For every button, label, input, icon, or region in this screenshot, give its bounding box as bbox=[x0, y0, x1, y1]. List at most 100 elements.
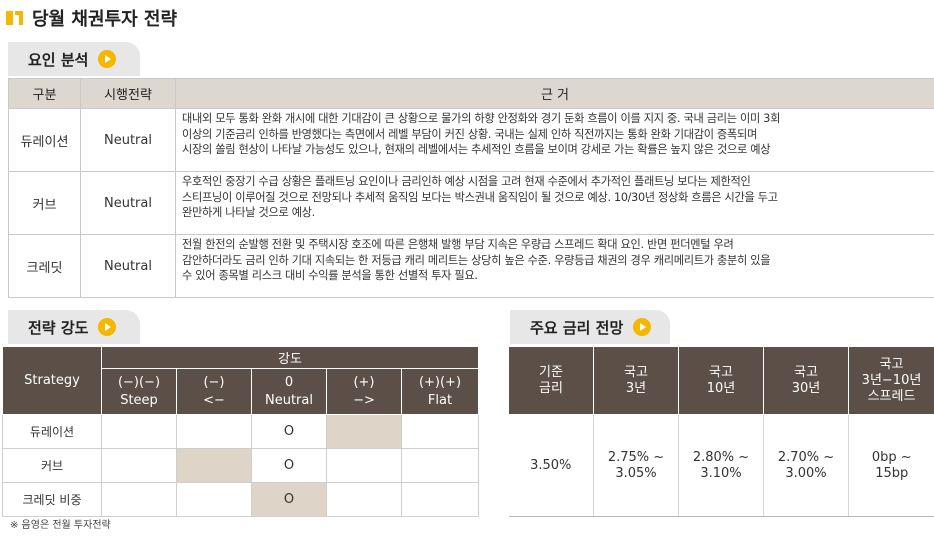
rate-value-line: 3.10% bbox=[700, 465, 742, 481]
col-bottom: −> bbox=[353, 392, 375, 408]
strategy-cell: O bbox=[251, 448, 327, 483]
col-bottom: Flat bbox=[427, 392, 453, 408]
col-top: (−) bbox=[203, 374, 225, 390]
strategy-cell bbox=[401, 448, 479, 483]
intensity-col-header: (−)(−) Steep bbox=[101, 368, 177, 415]
rate-value-base: 3.50% bbox=[508, 414, 594, 517]
reason-text-line: 완만하게 나타날 것으로 예상. bbox=[182, 206, 315, 219]
play-icon bbox=[98, 50, 117, 68]
rate-header-ktb30y: 국고 30년 bbox=[763, 346, 849, 415]
reason-section-tab: 요인 분석 bbox=[8, 42, 140, 76]
rate-header-line: 국고 bbox=[879, 356, 904, 372]
reason-header-row: 구분 시행전략 근 거 bbox=[8, 78, 934, 109]
reason-category: 듀레이션 bbox=[8, 108, 81, 172]
rate-value-line: 3.00% bbox=[785, 465, 827, 481]
rate-value-ktb3y: 2.75% ~3.05% bbox=[593, 414, 679, 517]
strategy-section-tab: 전략 강도 bbox=[8, 310, 140, 344]
strategy-cell bbox=[326, 414, 402, 449]
strategy-subheader-row: (−)(−) Steep (−) <− 0 Neutral (+) −> (+)(+) F… bbox=[3, 368, 479, 415]
rates-section-tab: 주요 금리 전망 bbox=[510, 310, 670, 344]
header-strategy: 시행전략 bbox=[80, 78, 176, 109]
reason-view: Neutral bbox=[80, 234, 176, 298]
rate-value-line: 0bp ~ bbox=[871, 449, 912, 465]
strategy-cell bbox=[176, 448, 252, 483]
page-title: 당월 채권투자 전략 bbox=[32, 9, 178, 30]
rates-tab-label: 주요 금리 전망 bbox=[530, 318, 624, 337]
header-intensity: 강도 bbox=[101, 346, 479, 369]
strategy-row: 듀레이션 O bbox=[2, 414, 479, 449]
reason-tab-label: 요인 분석 bbox=[28, 50, 89, 69]
reason-row-credit: 크레딧 Neutral 전월 한전의 순발행 전환 및 주택시장 호조에 따른 … bbox=[8, 234, 934, 298]
reason-view: Neutral bbox=[80, 171, 176, 235]
rate-header-line: 국고 bbox=[709, 364, 733, 380]
strategy-cell bbox=[101, 448, 177, 483]
rate-value-ktb10y: 2.80% ~3.10% bbox=[678, 414, 764, 517]
strategy-cell bbox=[101, 414, 177, 449]
strategy-header-row: Strategy 강도 bbox=[2, 346, 479, 415]
col-top: 0 bbox=[284, 374, 294, 390]
strategy-row-label: 듀레이션 bbox=[2, 414, 102, 449]
page-title-bar: 당월 채권투자 전략 bbox=[6, 4, 177, 32]
play-icon bbox=[633, 318, 652, 336]
rate-header-line: 스프레드 bbox=[867, 388, 916, 404]
rate-header-line: 30년 bbox=[791, 380, 821, 396]
rate-header-base: 기준 금리 bbox=[508, 346, 594, 415]
reason-row-duration: 듀레이션 Neutral 대내외 모두 통화 완화 개시에 대한 기대감이 큰 … bbox=[8, 108, 934, 172]
strategy-tab-label: 전략 강도 bbox=[28, 318, 89, 337]
rate-value-ktb30y: 2.70% ~3.00% bbox=[763, 414, 849, 517]
rate-header-line: 10년 bbox=[706, 380, 736, 396]
reason-category: 크레딧 bbox=[8, 234, 81, 298]
rate-value-line: 15bp bbox=[875, 465, 909, 481]
rate-header-ktb3y: 국고 3년 bbox=[593, 346, 679, 415]
rate-header-line: 기준 bbox=[539, 364, 563, 380]
strategy-table: Strategy 강도 (−)(−) Steep (−) <− 0 Neutral (… bbox=[2, 346, 479, 517]
strategy-cell bbox=[176, 482, 252, 517]
reason-text: 전월 한전의 순발행 전환 및 주택시장 호조에 따른 은행채 발행 부담 지속… bbox=[175, 234, 934, 298]
rates-table: 기준 금리 국고 3년 국고 10년 국고 30년 국고 3년−10년 스프레드 3.50%… bbox=[508, 346, 934, 517]
reason-text-line: 시장의 쏠림 현상이 나타날 가능성도 있으나, 현재의 레벨에서는 추세적인 … bbox=[182, 143, 771, 156]
reason-text-line: 이상의 기준금리 인하를 반영했다는 측면에서 레벨 부담이 커진 상황. 국내… bbox=[182, 127, 757, 141]
header-category: 구분 bbox=[8, 78, 81, 109]
col-bottom: Steep bbox=[120, 392, 158, 408]
rate-header-line: 금리 bbox=[539, 380, 563, 396]
reason-view: Neutral bbox=[80, 108, 176, 172]
title-logo-icon bbox=[6, 9, 24, 27]
col-top: (+)(+) bbox=[418, 374, 462, 390]
rate-value-line: 2.75% ~ bbox=[607, 449, 665, 465]
rate-header-line: 국고 bbox=[624, 364, 648, 380]
rate-value-line: 2.80% ~ bbox=[692, 449, 750, 465]
rate-value-line: 3.05% bbox=[615, 465, 657, 481]
intensity-col-header: (−) <− bbox=[176, 368, 252, 415]
rate-header-line: 3년−10년 bbox=[861, 372, 922, 388]
strategy-row: 커브 O bbox=[2, 448, 479, 483]
col-top: (−)(−) bbox=[117, 374, 161, 390]
rate-value-line: 2.70% ~ bbox=[777, 449, 835, 465]
strategy-cell bbox=[401, 414, 479, 449]
intensity-col-header: (+)(+) Flat bbox=[401, 368, 479, 415]
reason-text-line: 우호적인 중장기 수급 상황은 플래트닝 요인이나 금리인하 예상 시점을 고려… bbox=[182, 175, 751, 188]
strategy-cell bbox=[401, 482, 479, 517]
rate-value-line: 3.50% bbox=[530, 457, 572, 473]
rate-header-ktb10y: 국고 10년 bbox=[678, 346, 764, 415]
reason-text-line: 수 있어 종목별 리스크 대비 수익률 분석을 통한 선별적 투자 필요. bbox=[182, 269, 478, 282]
col-bottom: Neutral bbox=[265, 392, 313, 408]
strategy-row-label: 크레딧 비중 bbox=[2, 482, 102, 517]
reason-text: 대내외 모두 통화 완화 개시에 대한 기대감이 큰 상황으로 물가의 하향 안… bbox=[175, 108, 934, 172]
reason-text: 우호적인 중장기 수급 상황은 플래트닝 요인이나 금리인하 예상 시점을 고려… bbox=[175, 171, 934, 235]
col-top: (+) bbox=[353, 374, 375, 390]
strategy-row: 크레딧 비중 O bbox=[2, 482, 479, 517]
strategy-row-label: 커브 bbox=[2, 448, 102, 483]
reason-text-line: 전월 한전의 순발행 전환 및 주택시장 호조에 따른 은행채 발행 부담 지속… bbox=[182, 238, 734, 251]
intensity-col-header: (+) −> bbox=[326, 368, 402, 415]
strategy-cell bbox=[101, 482, 177, 517]
header-strategy-label: Strategy bbox=[2, 346, 102, 415]
play-icon bbox=[98, 318, 117, 336]
reason-text-line: 대내외 모두 통화 완화 개시에 대한 기대감이 큰 상황으로 물가의 하향 안… bbox=[182, 112, 781, 125]
strategy-body: 듀레이션 O 커브 O 크레딧 비중 O bbox=[2, 414, 479, 517]
strategy-cell bbox=[326, 482, 402, 517]
strategy-cell bbox=[326, 448, 402, 483]
intensity-col-header: 0 Neutral bbox=[251, 368, 327, 415]
rate-value-spread: 0bp ~15bp bbox=[848, 414, 934, 517]
strategy-cell bbox=[176, 414, 252, 449]
reason-text-line: 감안하더라도 금리 인하 기대 지속되는 한 저등급 캐리 메리트는 상당히 높… bbox=[182, 253, 771, 267]
